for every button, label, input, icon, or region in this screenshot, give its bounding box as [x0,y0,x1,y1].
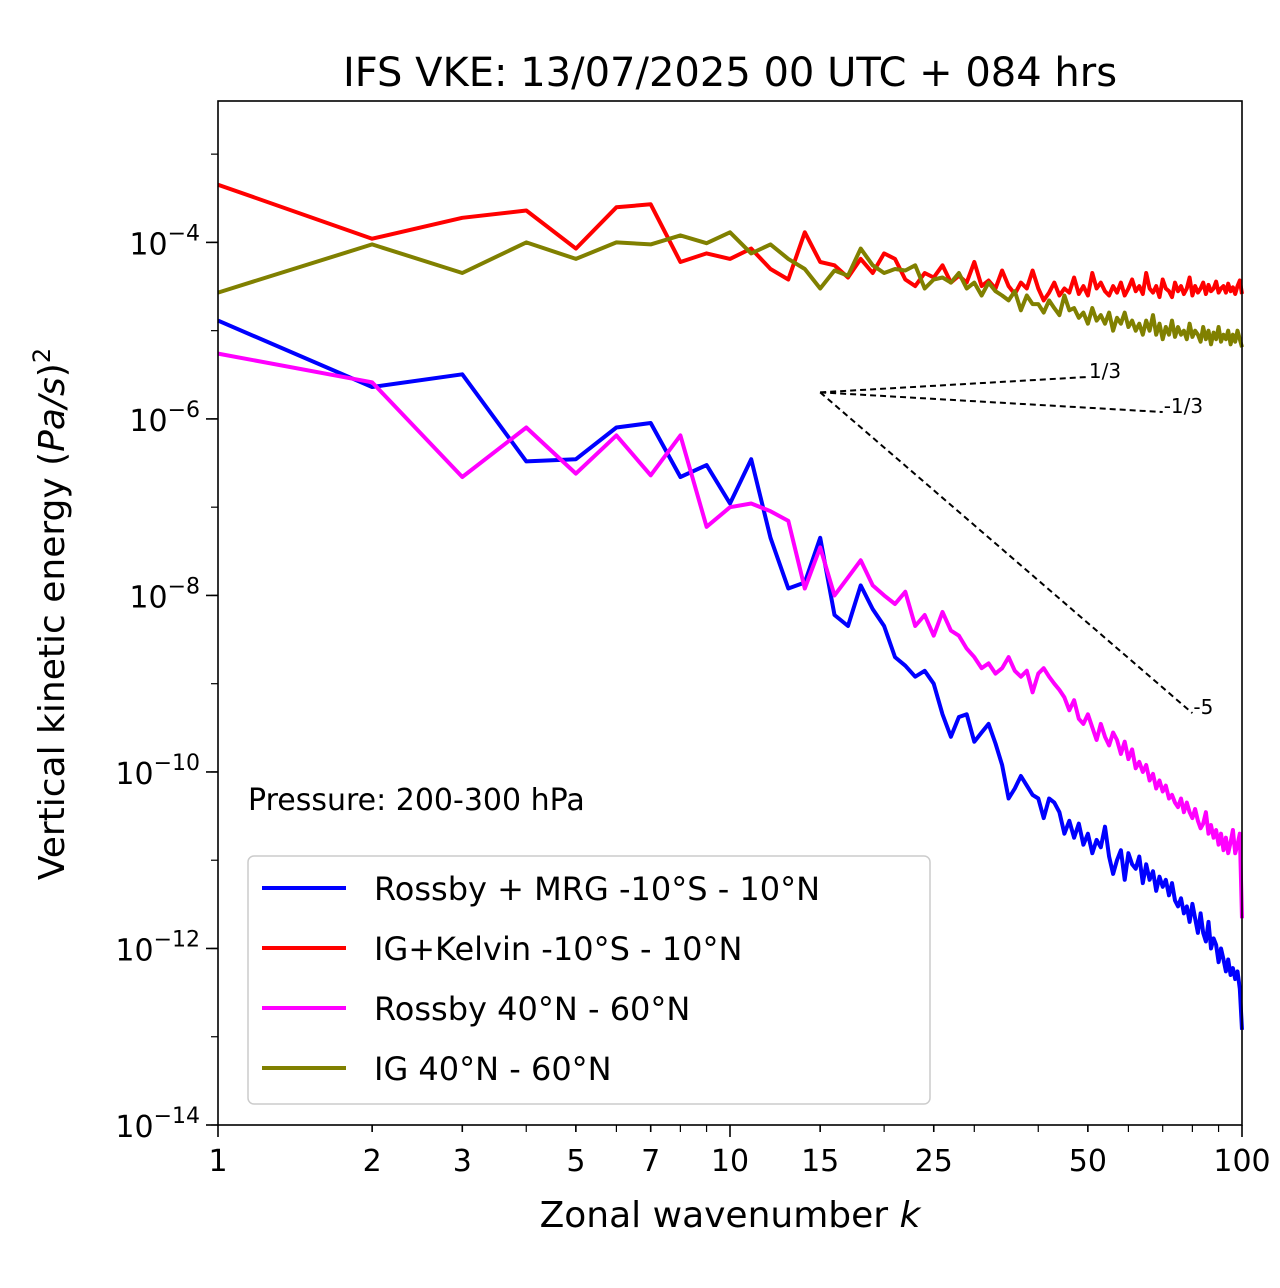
series-lines [217,182,1244,1030]
legend-label-rossby-midlat: Rossby 40°N - 60°N [374,990,690,1028]
y-tick-label: 10−10 [115,751,200,792]
axis-ticks: 1 2 3 5 7 10 15 25 50 100 10−4 10−6 10−8 10−10 10−12 10… [115,153,1271,1179]
x-axis-label-var: k [900,1195,923,1236]
x-tick-label: 100 [1213,1144,1270,1179]
reference-slope-line-2 [820,391,1163,414]
series-line-ig-midlat [217,230,1244,348]
plot-frame [217,100,1243,1126]
reference-slope-line-1 [820,375,1088,394]
legend-label-ig-midlat: IG 40°N - 60°N [374,1050,612,1088]
y-tick-label: 10−6 [129,398,200,439]
y-axis-label: Vertical kinetic energy (Pa/s)2 [28,348,73,880]
y-tick-label: 10−12 [115,927,200,968]
reference-slope-line-3 [819,391,1194,714]
reference-slope-label-1: 1/3 [1089,359,1121,383]
y-axis-label-var: Pa/s [32,377,73,452]
x-axis-label-text: Zonal wavenumber [540,1195,889,1236]
y-axis-label-prefix: Vertical kinetic energy ( [32,452,73,880]
legend-label-rossby-mrg: Rossby + MRG -10°S - 10°N [374,870,820,908]
legend: Rossby + MRG -10°S - 10°N IG+Kelvin -10°… [247,855,931,1105]
y-tick-label: 10−8 [129,574,200,615]
y-tick-label: 10−4 [129,221,200,262]
y-axis-label-exp: 2 [28,348,56,363]
y-tick-label: 10−14 [115,1104,200,1145]
x-tick-label: 5 [566,1144,585,1179]
pressure-annotation: Pressure: 200-300 hPa [248,783,585,818]
chart-title: IFS VKE: 13/07/2025 00 UTC + 084 hrs [343,50,1117,96]
y-axis-label-suffix: ) [32,363,73,377]
x-tick-label: 25 [915,1144,953,1179]
legend-label-ig-kelvin: IG+Kelvin -10°S - 10°N [374,930,742,968]
x-tick-label: 1 [208,1144,227,1179]
reference-slopes: 1/3 -1/3 -5 [819,359,1213,719]
legend-box [247,855,931,1105]
x-tick-label: 10 [711,1144,749,1179]
x-tick-label: 2 [363,1144,382,1179]
x-tick-label: 50 [1069,1144,1107,1179]
series-line-rossby-midlat [217,351,1244,919]
reference-slope-label-3: -5 [1193,695,1213,719]
x-tick-label: 15 [801,1144,839,1179]
series-line-ig-kelvin [217,182,1244,303]
x-axis-label: Zonal wavenumber k [540,1195,923,1236]
series-line-rossby-mrg [217,318,1244,1030]
x-tick-label: 7 [641,1144,660,1179]
x-tick-label: 3 [453,1144,472,1179]
reference-slope-label-2: -1/3 [1164,394,1203,418]
